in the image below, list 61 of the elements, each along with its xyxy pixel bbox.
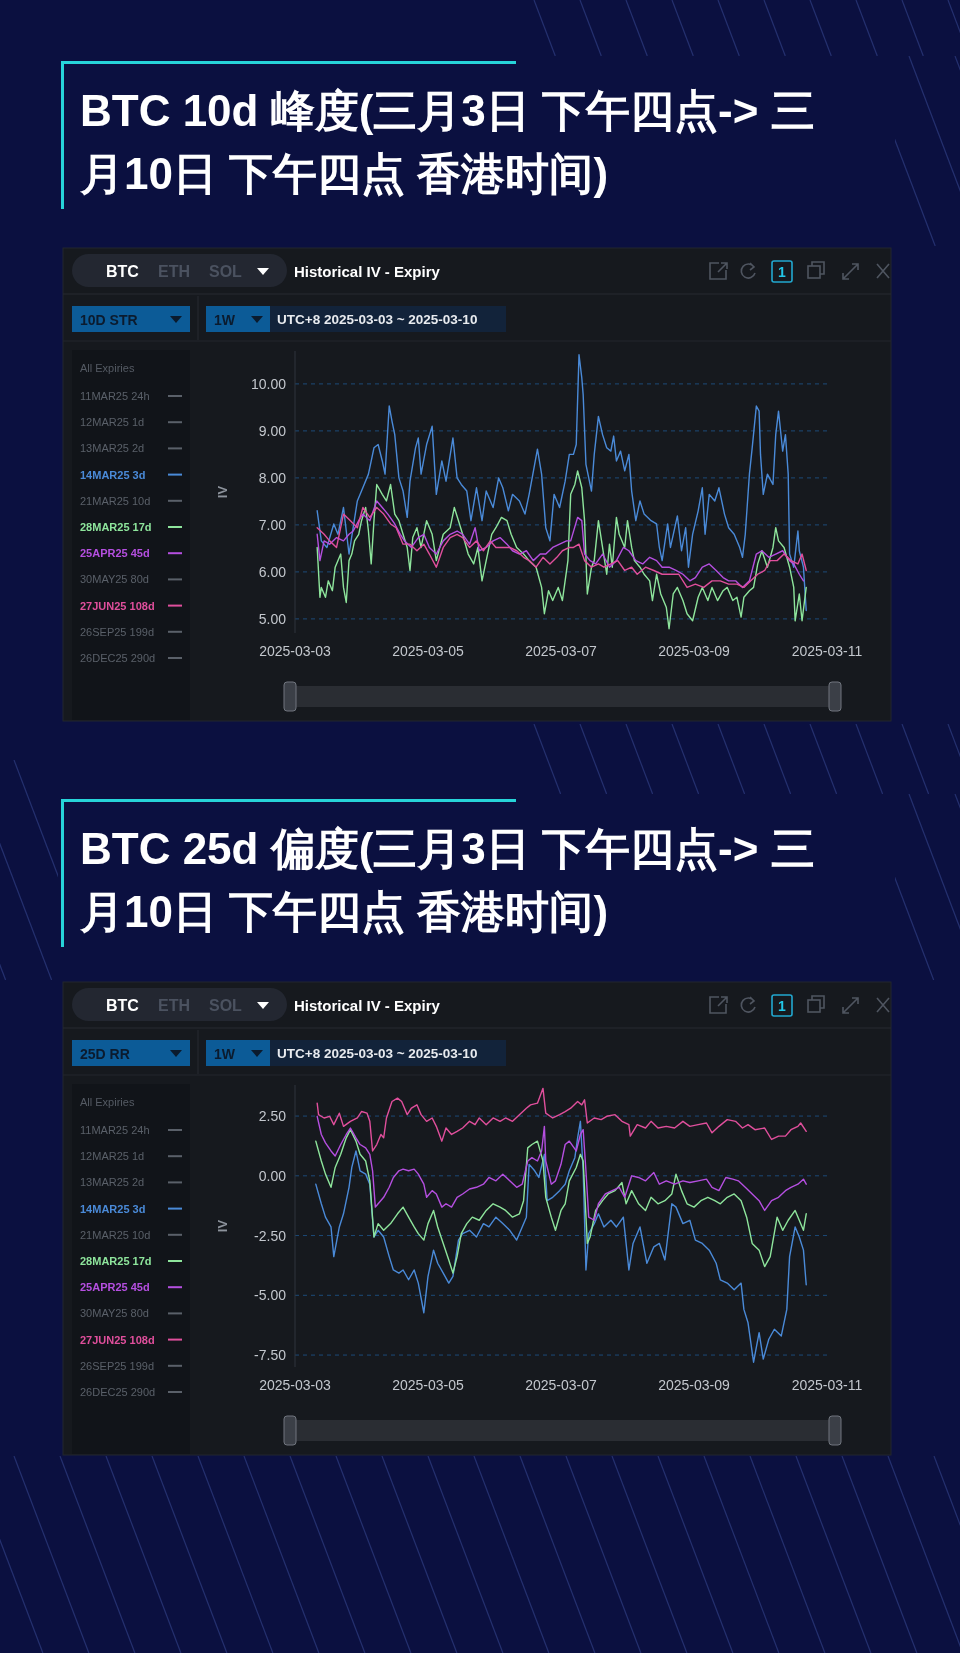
legend-label: 11MAR25 24h <box>80 390 150 402</box>
legend-label: 14MAR25 3d <box>80 1202 146 1215</box>
text: 1 <box>778 998 787 1014</box>
y-axis-title: IV <box>215 485 230 499</box>
x-tick-label: 2025-03-07 <box>525 643 598 659</box>
legend-label: 30MAY25 80d <box>80 573 149 586</box>
legend-label: 28MAR25 17d <box>80 1255 152 1267</box>
text: UTC+8 2025-03-03 ~ 2025-03-10 <box>277 312 478 327</box>
chart-subtitle: Historical IV - Expiry <box>294 997 441 1014</box>
chart-subtitle: Historical IV - Expiry <box>294 263 441 280</box>
y-tick-label: 0.00 <box>258 1167 287 1184</box>
legend-label: 26DEC25 290d <box>80 652 156 664</box>
text: 1W <box>214 312 236 328</box>
legend-title: All Expiries <box>80 1096 135 1108</box>
legend-label: 25APR25 45d <box>80 547 150 560</box>
legend-label: 14MAR25 3d <box>80 468 146 481</box>
legend-label: 11MAR25 24h <box>80 1124 150 1136</box>
legend-label: 30MAY25 80d <box>80 1307 149 1320</box>
x-tick-label: 2025-03-07 <box>525 1377 598 1393</box>
legend-label: 13MAR25 2d <box>80 1176 145 1189</box>
x-tick-label: 2025-03-05 <box>392 1377 465 1393</box>
legend-label: 12MAR25 1d <box>80 1150 145 1163</box>
text: UTC+8 2025-03-03 ~ 2025-03-10 <box>277 1046 478 1061</box>
y-tick-label: 9.00 <box>258 422 287 439</box>
text: 1 <box>778 264 787 280</box>
title: BTC 10d 峰度(三月3日 下午四点-> 三月10日 下午四点 香港时间) <box>80 85 816 200</box>
text: 1W <box>214 1046 236 1062</box>
y-tick-label: 2.50 <box>258 1108 287 1125</box>
title: BTC 25d 偏度(三月3日 下午四点-> 三月10日 下午四点 香港时间) <box>80 823 816 938</box>
x-tick-label: 2025-03-03 <box>259 1377 332 1393</box>
legend-label: 25APR25 45d <box>80 1281 150 1294</box>
x-tick-label: 2025-03-05 <box>392 643 465 659</box>
y-tick-label: 6.00 <box>258 563 287 580</box>
legend-label: 26DEC25 290d <box>80 1386 156 1398</box>
text: BTC <box>106 997 140 1014</box>
legend-label: 21MAR25 10d <box>80 1228 151 1241</box>
x-tick-label: 2025-03-11 <box>791 1377 863 1393</box>
legend-label: 27JUN25 108d <box>80 1333 155 1346</box>
legend-title: All Expiries <box>80 362 135 374</box>
text: 25D RR <box>80 1046 130 1062</box>
y-tick-label: -7.50 <box>254 1347 287 1364</box>
x-tick-label: 2025-03-11 <box>791 643 863 659</box>
legend-label: 28MAR25 17d <box>80 521 152 533</box>
legend-label: 26SEP25 199d <box>80 1359 155 1372</box>
y-tick-label: 5.00 <box>258 610 287 627</box>
x-tick-label: 2025-03-03 <box>259 643 332 659</box>
y-tick-label: 8.00 <box>258 469 287 486</box>
text: BTC <box>106 263 140 280</box>
x-tick-label: 2025-03-09 <box>658 643 731 659</box>
legend-label: 26SEP25 199d <box>80 625 155 638</box>
y-tick-label: 10.00 <box>250 375 287 392</box>
text: 10D STR <box>80 312 138 328</box>
y-tick-label: -2.50 <box>254 1227 287 1244</box>
legend-label: 13MAR25 2d <box>80 442 145 455</box>
y-tick-label: 7.00 <box>258 516 287 533</box>
x-tick-label: 2025-03-09 <box>658 1377 731 1393</box>
y-axis-title: IV <box>215 1219 230 1233</box>
y-tick-label: -5.00 <box>254 1287 287 1304</box>
legend-label: 12MAR25 1d <box>80 416 145 429</box>
legend-label: 27JUN25 108d <box>80 599 155 612</box>
legend-label: 21MAR25 10d <box>80 494 151 507</box>
